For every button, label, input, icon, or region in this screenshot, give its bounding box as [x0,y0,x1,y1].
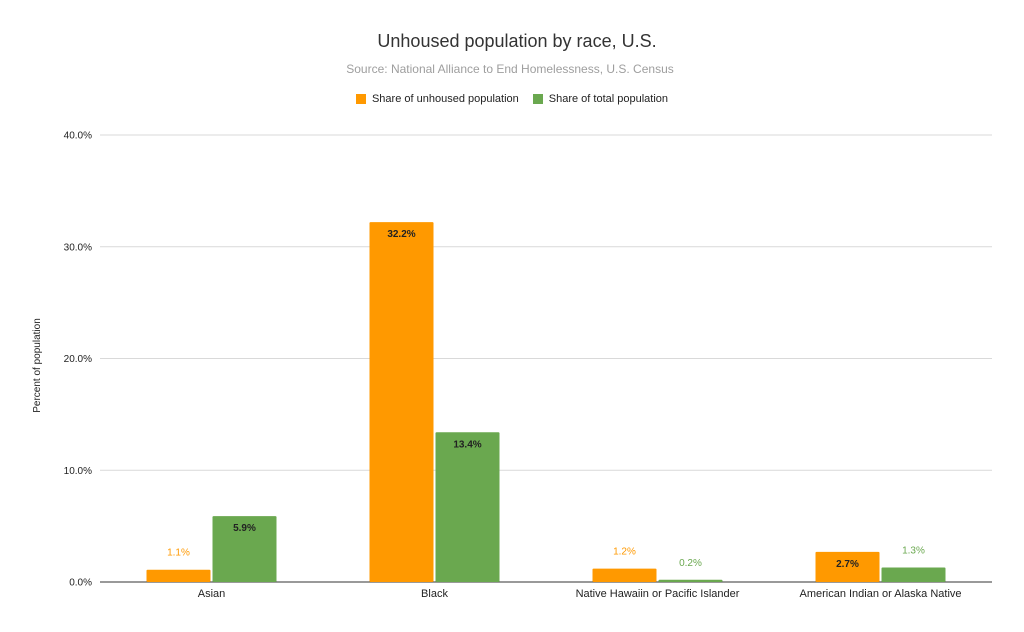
legend-item-total[interactable]: Share of total population [532,93,669,105]
y-axis-label: Percent of population [32,318,43,413]
y-tick-label: 20.0% [64,354,92,365]
data-label: 2.7% [836,559,859,570]
bar-total [212,516,277,582]
chart-title: Unhoused population by race, U.S. [377,31,657,51]
y-tick-label: 10.0% [64,466,92,477]
legend-swatch-total [532,94,543,104]
chart-subtitle: Source: National Alliance to End Homeles… [346,62,674,76]
legend-swatch-unhoused [355,94,366,104]
legend-item-unhoused[interactable]: Share of unhoused population [355,93,519,105]
x-category-label: Native Hawaiin or Pacific Islander [576,588,740,600]
y-tick-label: 30.0% [64,242,92,253]
legend-label-unhoused: Share of unhoused population [371,93,519,105]
data-label: 1.3% [902,545,925,556]
y-tick-label: 0.0% [69,578,92,589]
x-category-label: Asian [198,588,226,600]
x-category-label: American Indian or Alaska Native [799,588,961,600]
data-label: 1.1% [167,548,190,559]
legend-label-total: Share of total population [548,93,669,105]
data-label: 1.2% [613,547,636,558]
bar-total [435,432,500,582]
bar-total [658,579,723,582]
data-label: 32.2% [387,229,415,240]
data-label: 0.2% [679,558,702,569]
data-label: 5.9% [233,523,256,534]
legend: Share of unhoused population Share of to… [0,93,1024,105]
bar-unhoused [369,222,434,583]
bar-unhoused [592,568,657,582]
data-label: 13.4% [453,439,481,450]
x-category-label: Black [421,588,448,600]
bar-total [881,567,946,582]
bar-unhoused [815,551,880,582]
bar-unhoused [146,569,211,582]
y-tick-label: 40.0% [64,131,92,142]
